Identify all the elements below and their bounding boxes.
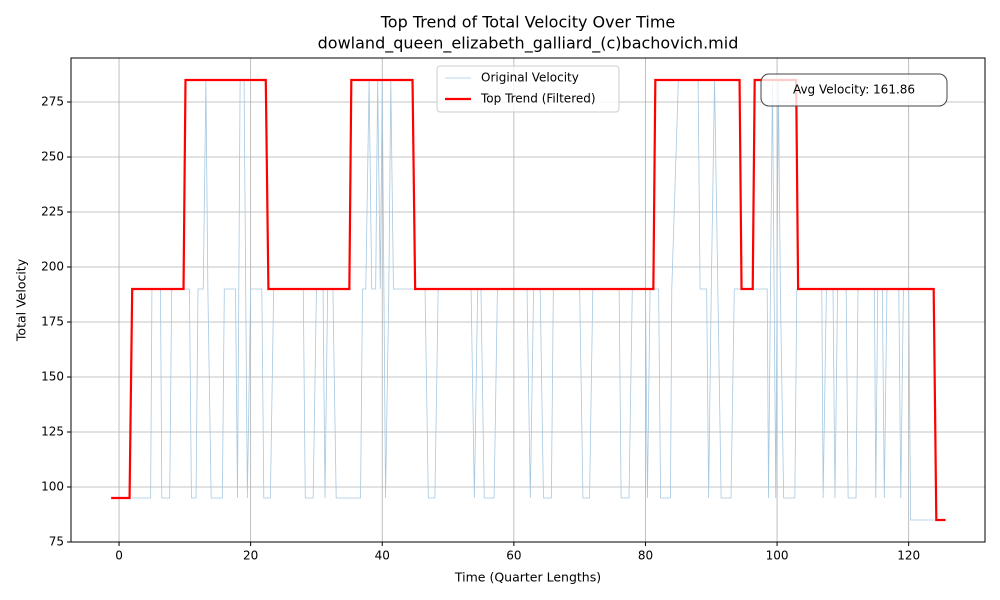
legend-box bbox=[436, 65, 620, 113]
chart-subtitle: dowland_queen_elizabeth_galliard_(c)bach… bbox=[318, 34, 739, 54]
x-tick-label: 40 bbox=[375, 549, 390, 563]
y-tick-label: 225 bbox=[41, 205, 64, 219]
legend: Original Velocity Top Trend (Filtered) bbox=[436, 65, 620, 113]
y-tick-label: 175 bbox=[41, 315, 64, 329]
x-tick-label: 20 bbox=[243, 549, 258, 563]
data-line bbox=[111, 78, 946, 522]
legend-label: Top Trend (Filtered) bbox=[480, 92, 596, 106]
y-tick-label: 275 bbox=[41, 95, 64, 109]
y-tick-label: 100 bbox=[41, 480, 64, 494]
annotation-box bbox=[760, 73, 948, 107]
legend-label: Original Velocity bbox=[481, 71, 579, 85]
annotation: Avg Velocity: 161.86 bbox=[760, 73, 948, 107]
data-line bbox=[132, 79, 935, 521]
x-tick-label: 80 bbox=[638, 549, 653, 563]
y-tick-label: 200 bbox=[41, 260, 64, 274]
chart-title: Top Trend of Total Velocity Over Time bbox=[380, 13, 676, 32]
y-tick-label: 125 bbox=[41, 425, 64, 439]
x-tick-label: 60 bbox=[506, 549, 521, 563]
y-tick-label: 75 bbox=[49, 535, 64, 549]
x-tick-label: 120 bbox=[897, 549, 920, 563]
y-tick-label: 150 bbox=[41, 370, 64, 384]
y-tick-label: 250 bbox=[41, 150, 64, 164]
x-axis-label: Time (Quarter Lengths) bbox=[454, 570, 601, 585]
x-tick-label: 100 bbox=[766, 549, 789, 563]
annotation-text: Avg Velocity: 161.86 bbox=[793, 83, 915, 97]
x-tick-label: 0 bbox=[115, 549, 123, 563]
plot-frame bbox=[70, 57, 986, 543]
y-axis-label: Total Velocity bbox=[14, 258, 29, 342]
